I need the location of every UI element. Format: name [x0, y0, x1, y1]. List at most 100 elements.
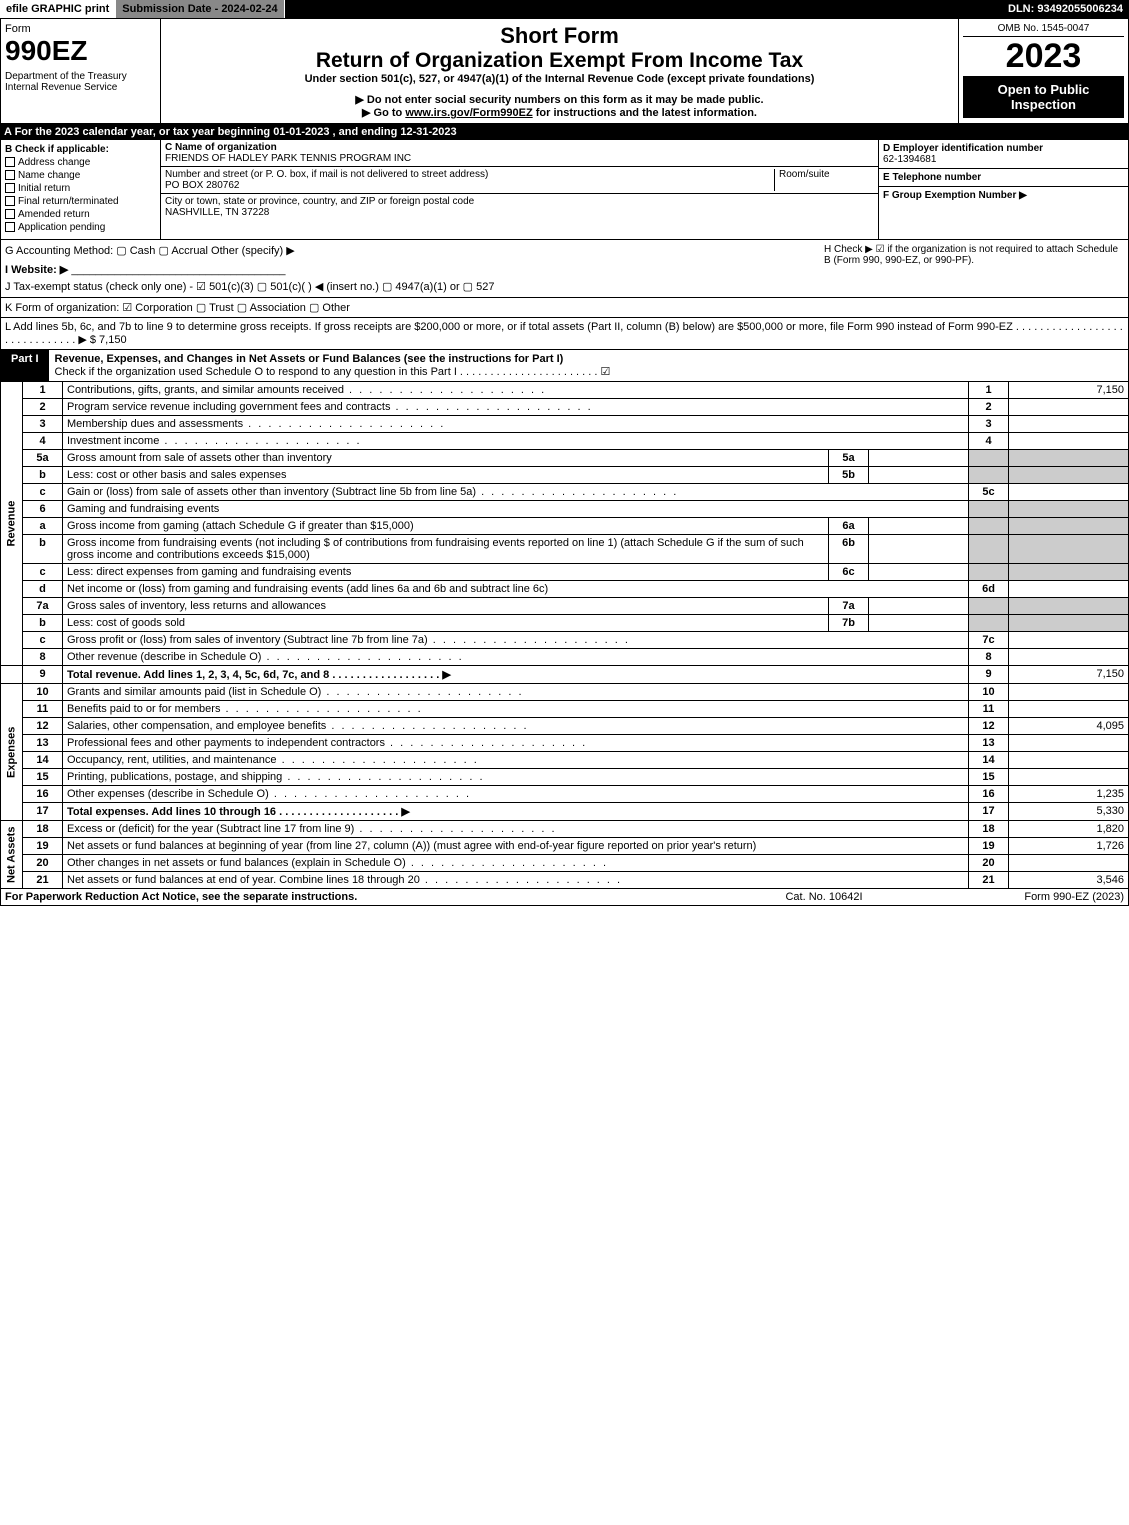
- section-b-label: B Check if applicable:: [5, 144, 156, 155]
- l6d-text: Net income or (loss) from gaming and fun…: [63, 581, 969, 598]
- l5b-num: b: [23, 467, 63, 484]
- l6c-subval: [869, 564, 969, 581]
- l9-amt: 7,150: [1009, 666, 1129, 684]
- dln-label: DLN: 93492055006234: [1002, 0, 1129, 18]
- l12-text: Salaries, other compensation, and employ…: [63, 718, 969, 735]
- l17-rnum: 17: [969, 803, 1009, 821]
- chk-final-return[interactable]: Final return/terminated: [5, 196, 156, 207]
- l6b-subval: [869, 535, 969, 564]
- l18-text: Excess or (deficit) for the year (Subtra…: [63, 821, 969, 838]
- l6-rnum: [969, 501, 1009, 518]
- row-h: H Check ▶ ☑ if the organization is not r…: [824, 244, 1124, 293]
- org-name: FRIENDS OF HADLEY PARK TENNIS PROGRAM IN…: [165, 153, 411, 164]
- chk-address-change[interactable]: Address change: [5, 157, 156, 168]
- part1-tag: Part I: [1, 350, 49, 381]
- l14-text: Occupancy, rent, utilities, and maintena…: [63, 752, 969, 769]
- l5b-text: Less: cost or other basis and sales expe…: [63, 467, 829, 484]
- chk-application-pending[interactable]: Application pending: [5, 222, 156, 233]
- l16-num: 16: [23, 786, 63, 803]
- l11-num: 11: [23, 701, 63, 718]
- l8-num: 8: [23, 649, 63, 666]
- omb-number: OMB No. 1545-0047: [963, 23, 1124, 37]
- note-goto-post: for instructions and the latest informat…: [533, 107, 757, 119]
- l6a-num: a: [23, 518, 63, 535]
- l6d-num: d: [23, 581, 63, 598]
- l5c-text: Gain or (loss) from sale of assets other…: [63, 484, 969, 501]
- l11-amt: [1009, 701, 1129, 718]
- l7a-sub: 7a: [829, 598, 869, 615]
- l5b-sub: 5b: [829, 467, 869, 484]
- l15-num: 15: [23, 769, 63, 786]
- l7a-text: Gross sales of inventory, less returns a…: [63, 598, 829, 615]
- l7b-text: Less: cost of goods sold: [63, 615, 829, 632]
- l15-rnum: 15: [969, 769, 1009, 786]
- l3-rnum: 3: [969, 416, 1009, 433]
- chk-initial-return[interactable]: Initial return: [5, 183, 156, 194]
- info-block: B Check if applicable: Address change Na…: [0, 140, 1129, 240]
- footer-mid: Cat. No. 10642I: [724, 891, 924, 903]
- l8-text: Other revenue (describe in Schedule O): [63, 649, 969, 666]
- room-label: Room/suite: [779, 169, 830, 180]
- l6b-num: b: [23, 535, 63, 564]
- ein-label: D Employer identification number: [883, 143, 1043, 154]
- l11-rnum: 11: [969, 701, 1009, 718]
- l9-num: 9: [23, 666, 63, 684]
- l5b-amt: [1009, 467, 1129, 484]
- top-bar: efile GRAPHIC print Submission Date - 20…: [0, 0, 1129, 18]
- l14-rnum: 14: [969, 752, 1009, 769]
- row-gh: G Accounting Method: ▢ Cash ▢ Accrual Ot…: [0, 240, 1129, 298]
- l6-num: 6: [23, 501, 63, 518]
- l13-text: Professional fees and other payments to …: [63, 735, 969, 752]
- l1-rnum: 1: [969, 382, 1009, 399]
- l7b-amt: [1009, 615, 1129, 632]
- header-left: Form 990EZ Department of the Treasury In…: [1, 19, 161, 123]
- open-to-public: Open to Public Inspection: [963, 76, 1124, 118]
- l5b-subval: [869, 467, 969, 484]
- l7a-num: 7a: [23, 598, 63, 615]
- irs-link[interactable]: www.irs.gov/Form990EZ: [405, 107, 532, 119]
- l13-amt: [1009, 735, 1129, 752]
- ein-value: 62-1394681: [883, 154, 936, 165]
- l21-text: Net assets or fund balances at end of ye…: [63, 872, 969, 889]
- l8-rnum: 8: [969, 649, 1009, 666]
- l2-rnum: 2: [969, 399, 1009, 416]
- l12-num: 12: [23, 718, 63, 735]
- chk-amended[interactable]: Amended return: [5, 209, 156, 220]
- l13-num: 13: [23, 735, 63, 752]
- l11-text: Benefits paid to or for members: [63, 701, 969, 718]
- l10-text: Grants and similar amounts paid (list in…: [63, 684, 969, 701]
- l7b-subval: [869, 615, 969, 632]
- l1-text: Contributions, gifts, grants, and simila…: [63, 382, 969, 399]
- part1-table: Revenue 1 Contributions, gifts, grants, …: [0, 382, 1129, 889]
- chk-name-change[interactable]: Name change: [5, 170, 156, 181]
- section-c: C Name of organization FRIENDS OF HADLEY…: [161, 140, 878, 239]
- row-g: G Accounting Method: ▢ Cash ▢ Accrual Ot…: [5, 244, 824, 257]
- row-a-tax-year: A For the 2023 calendar year, or tax yea…: [0, 124, 1129, 140]
- l6c-amt: [1009, 564, 1129, 581]
- efile-print-label[interactable]: efile GRAPHIC print: [0, 0, 116, 18]
- group-exemption-label: F Group Exemption Number ▶: [883, 190, 1027, 201]
- l7c-rnum: 7c: [969, 632, 1009, 649]
- l20-num: 20: [23, 855, 63, 872]
- l9-rnum: 9: [969, 666, 1009, 684]
- phone-label: E Telephone number: [883, 172, 981, 183]
- l21-rnum: 21: [969, 872, 1009, 889]
- part1-title: Revenue, Expenses, and Changes in Net As…: [55, 353, 564, 365]
- l20-rnum: 20: [969, 855, 1009, 872]
- department-label: Department of the Treasury Internal Reve…: [5, 71, 156, 93]
- row-j: J Tax-exempt status (check only one) - ☑…: [5, 280, 824, 293]
- header-middle: Short Form Return of Organization Exempt…: [161, 19, 958, 123]
- addr-label: Number and street (or P. O. box, if mail…: [165, 169, 488, 180]
- tax-year: 2023: [963, 37, 1124, 76]
- l17-amt: 5,330: [1009, 803, 1129, 821]
- note-ssn: ▶ Do not enter social security numbers o…: [165, 93, 954, 106]
- footer-left: For Paperwork Reduction Act Notice, see …: [5, 891, 724, 903]
- section-def: D Employer identification number 62-1394…: [878, 140, 1128, 239]
- l7c-amt: [1009, 632, 1129, 649]
- l5a-sub: 5a: [829, 450, 869, 467]
- l7b-num: b: [23, 615, 63, 632]
- l5a-amt: [1009, 450, 1129, 467]
- l6c-text: Less: direct expenses from gaming and fu…: [63, 564, 829, 581]
- l10-rnum: 10: [969, 684, 1009, 701]
- form-subtitle: Under section 501(c), 527, or 4947(a)(1)…: [165, 73, 954, 85]
